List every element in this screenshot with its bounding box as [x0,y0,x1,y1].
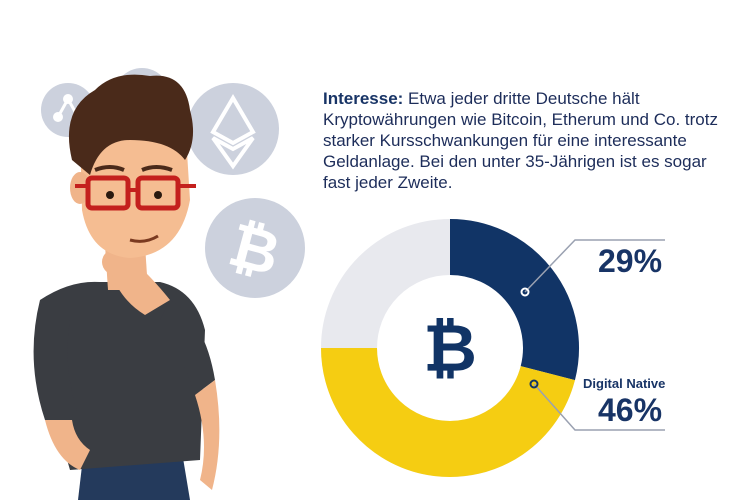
donut-track [321,219,579,477]
leader-dot-2 [529,379,539,389]
value-label-2: 46% [598,392,663,428]
donut-slice-1 [448,219,579,381]
intro-lead: Interesse: [323,89,404,108]
illustration: Ł ₿ [33,68,305,500]
person-figure [33,74,220,500]
center-bitcoin-icon: ₿ [423,311,477,385]
value-label-1: 29% [598,243,663,279]
intro-paragraph: Interesse: Etwa jeder dritte Deutsche hä… [323,88,733,193]
series-name-2: Digital Native [583,376,666,391]
leader-dot-1 [520,287,530,297]
intro-body: Etwa jeder dritte Deutsche hält Kryptowä… [323,89,718,192]
ethereum-icon [187,83,279,175]
donut-slice-2 [321,347,575,477]
bitcoin-coin-icon: ₿ [205,198,305,298]
